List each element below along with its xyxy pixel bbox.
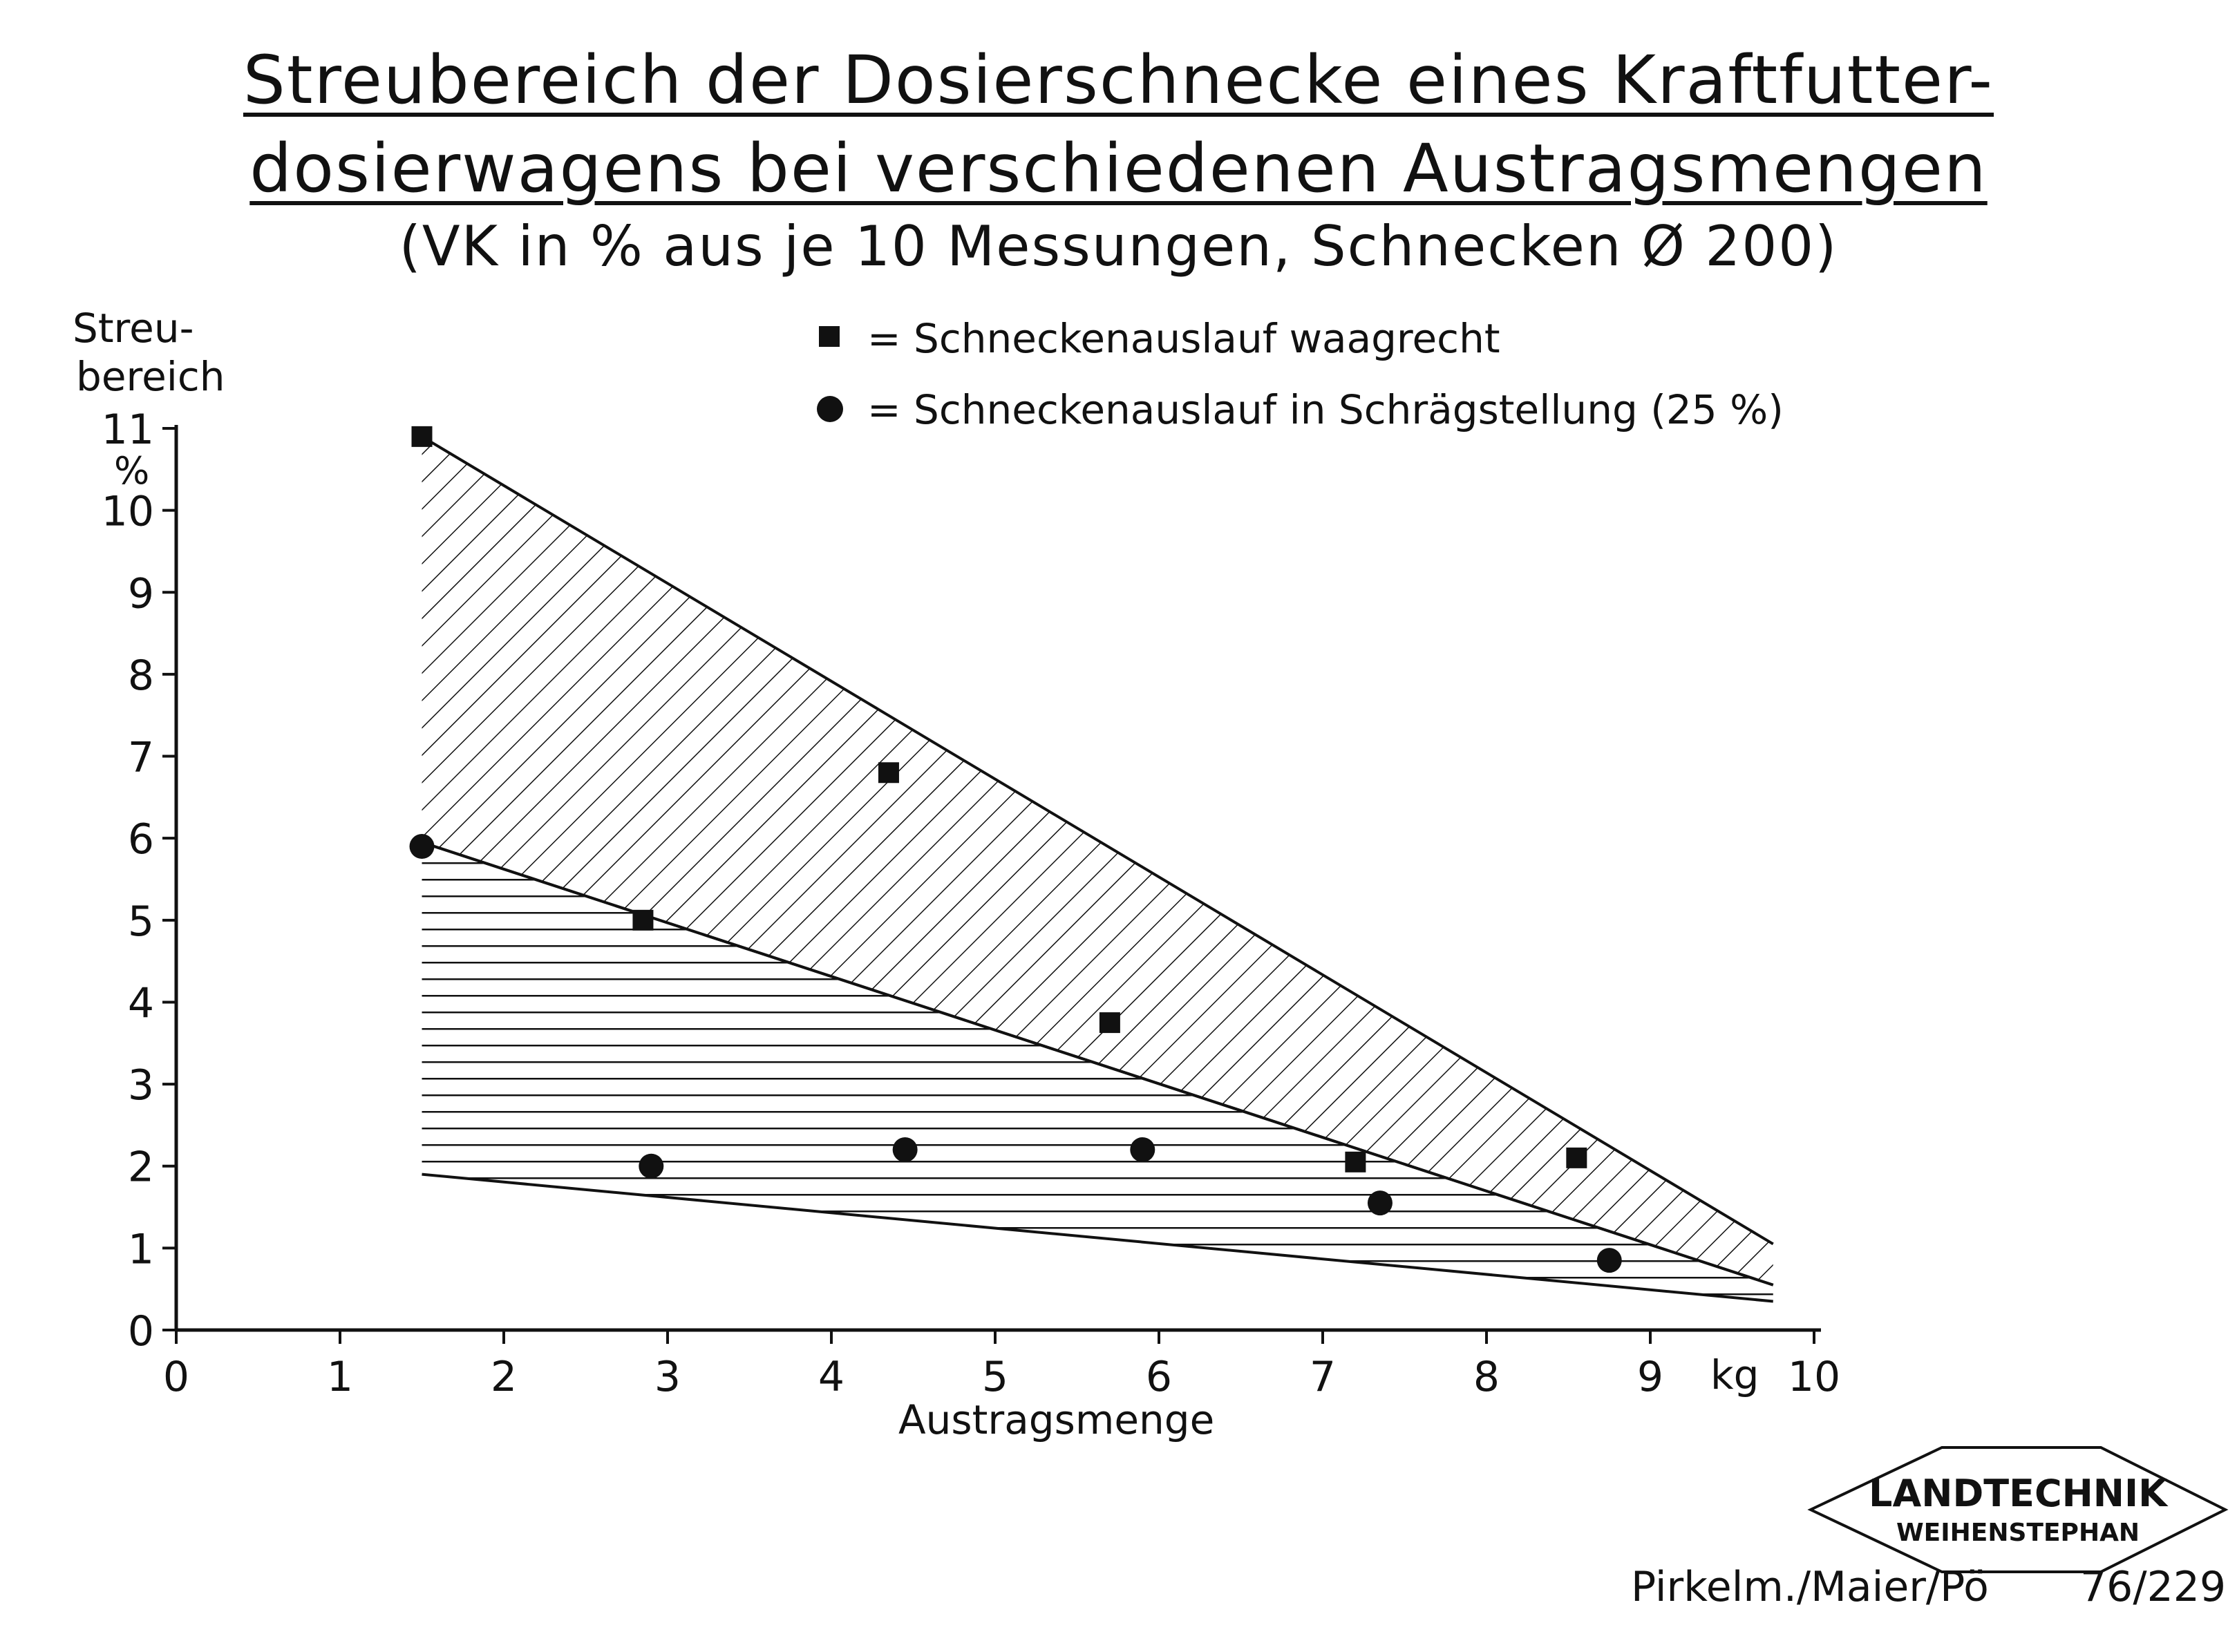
circle-data-point <box>1130 1137 1155 1162</box>
x-tick-label: 9 <box>1637 1353 1663 1401</box>
circle-data-point <box>1596 1248 1622 1273</box>
chart-subtitle: (VK in % aus je 10 Messungen, Schnecken … <box>399 214 1838 278</box>
square-data-point <box>1345 1151 1366 1172</box>
band-horizontal <box>422 842 1773 1302</box>
x-tick-label: 10 <box>1788 1353 1840 1401</box>
x-axis-label: Austragsmenge <box>898 1396 1214 1443</box>
chart-title-line1: Streubereich der Dosierschnecke eines Kr… <box>243 41 1994 119</box>
legend-circle-marker <box>817 396 843 422</box>
y-tick-label: 4 <box>128 979 154 1027</box>
y-tick-label: 3 <box>128 1061 154 1110</box>
logo-text-line2: WEIHENSTEPHAN <box>1896 1519 2140 1547</box>
y-tick-label: 11 <box>102 406 154 454</box>
landtechnik-logo: LANDTECHNIK WEIHENSTEPHAN <box>1807 1446 2229 1573</box>
y-tick-label: 7 <box>128 734 154 782</box>
x-tick-label: 0 <box>163 1353 189 1401</box>
band-lower-boundary <box>422 1172 1773 1303</box>
legend: = Schneckenauslauf waagrecht = Schnecken… <box>817 315 1784 433</box>
y-tick-label: 0 <box>128 1307 154 1356</box>
x-tick-label: 6 <box>1146 1353 1172 1401</box>
circle-data-point <box>892 1137 918 1162</box>
y-axis-label-line1: Streu- <box>73 305 194 352</box>
x-tick-label: 5 <box>982 1353 1008 1401</box>
circle-data-point <box>409 834 435 860</box>
y-tick-label: 8 <box>128 652 154 700</box>
x-tick-label: 7 <box>1310 1353 1336 1401</box>
circle-data-point <box>1367 1190 1393 1216</box>
x-tick-label: 1 <box>327 1353 353 1401</box>
footer-number: 76/229 <box>2080 1563 2227 1611</box>
x-axis-unit: kg <box>1710 1351 1759 1398</box>
square-data-point <box>411 426 433 447</box>
x-tick-label: 3 <box>654 1353 681 1401</box>
y-tick-label: 5 <box>128 898 154 946</box>
y-tick-label: 9 <box>128 569 154 618</box>
y-tick-label: 10 <box>102 488 154 536</box>
legend-square-marker <box>819 326 840 347</box>
circle-data-point <box>639 1153 664 1179</box>
square-data-point <box>1566 1147 1587 1168</box>
x-tick-label: 4 <box>818 1353 844 1401</box>
square-data-point <box>1099 1012 1120 1034</box>
legend-square-label: = Schneckenauslauf waagrecht <box>867 315 1500 362</box>
y-tick-label: 2 <box>128 1143 154 1192</box>
y-axis-label-line2: bereich <box>76 353 225 400</box>
footer-authors: Pirkelm./Maier/Pö <box>1631 1563 1989 1611</box>
y-tick-label: 6 <box>128 815 154 864</box>
band-upper-boundary <box>421 435 1774 1246</box>
x-tick-label: 2 <box>491 1353 517 1401</box>
legend-circle-label: = Schneckenauslauf in Schrägstellung (25… <box>867 386 1784 433</box>
y-tick-label: 1 <box>128 1225 154 1273</box>
chart-title-line2: dosierwagens bei verschiedenen Austragsm… <box>249 130 1988 207</box>
band-diagonal <box>422 436 1773 1285</box>
logo-text-line1: LANDTECHNIK <box>1869 1472 2169 1515</box>
y-axis-unit: % <box>114 449 149 493</box>
square-data-point <box>632 909 654 931</box>
x-tick-label: 8 <box>1473 1353 1500 1401</box>
square-data-point <box>878 762 899 784</box>
